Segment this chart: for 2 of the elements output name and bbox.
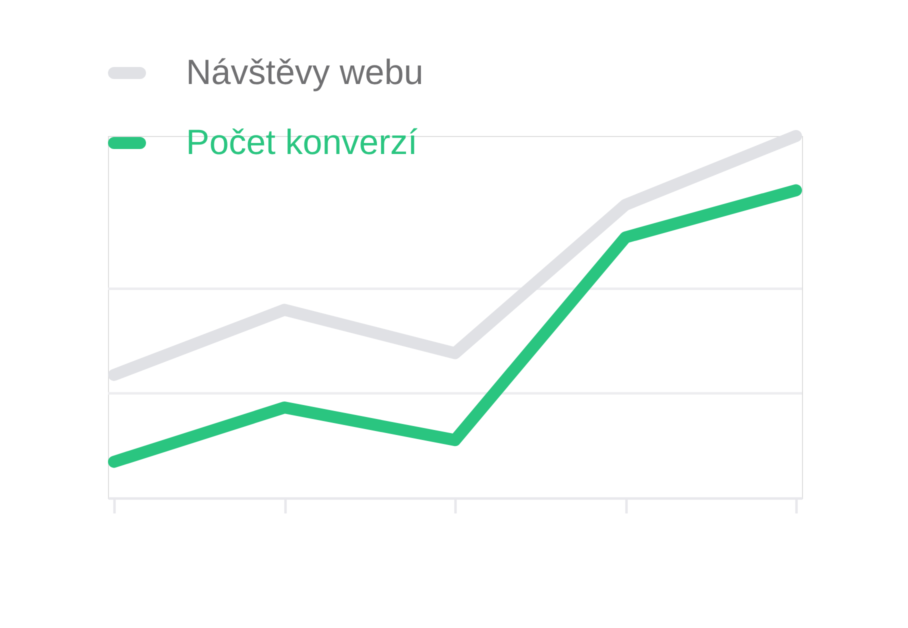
legend-label: Návštěvy webu xyxy=(186,53,424,92)
legend-label: Počet konverzí xyxy=(186,123,418,162)
